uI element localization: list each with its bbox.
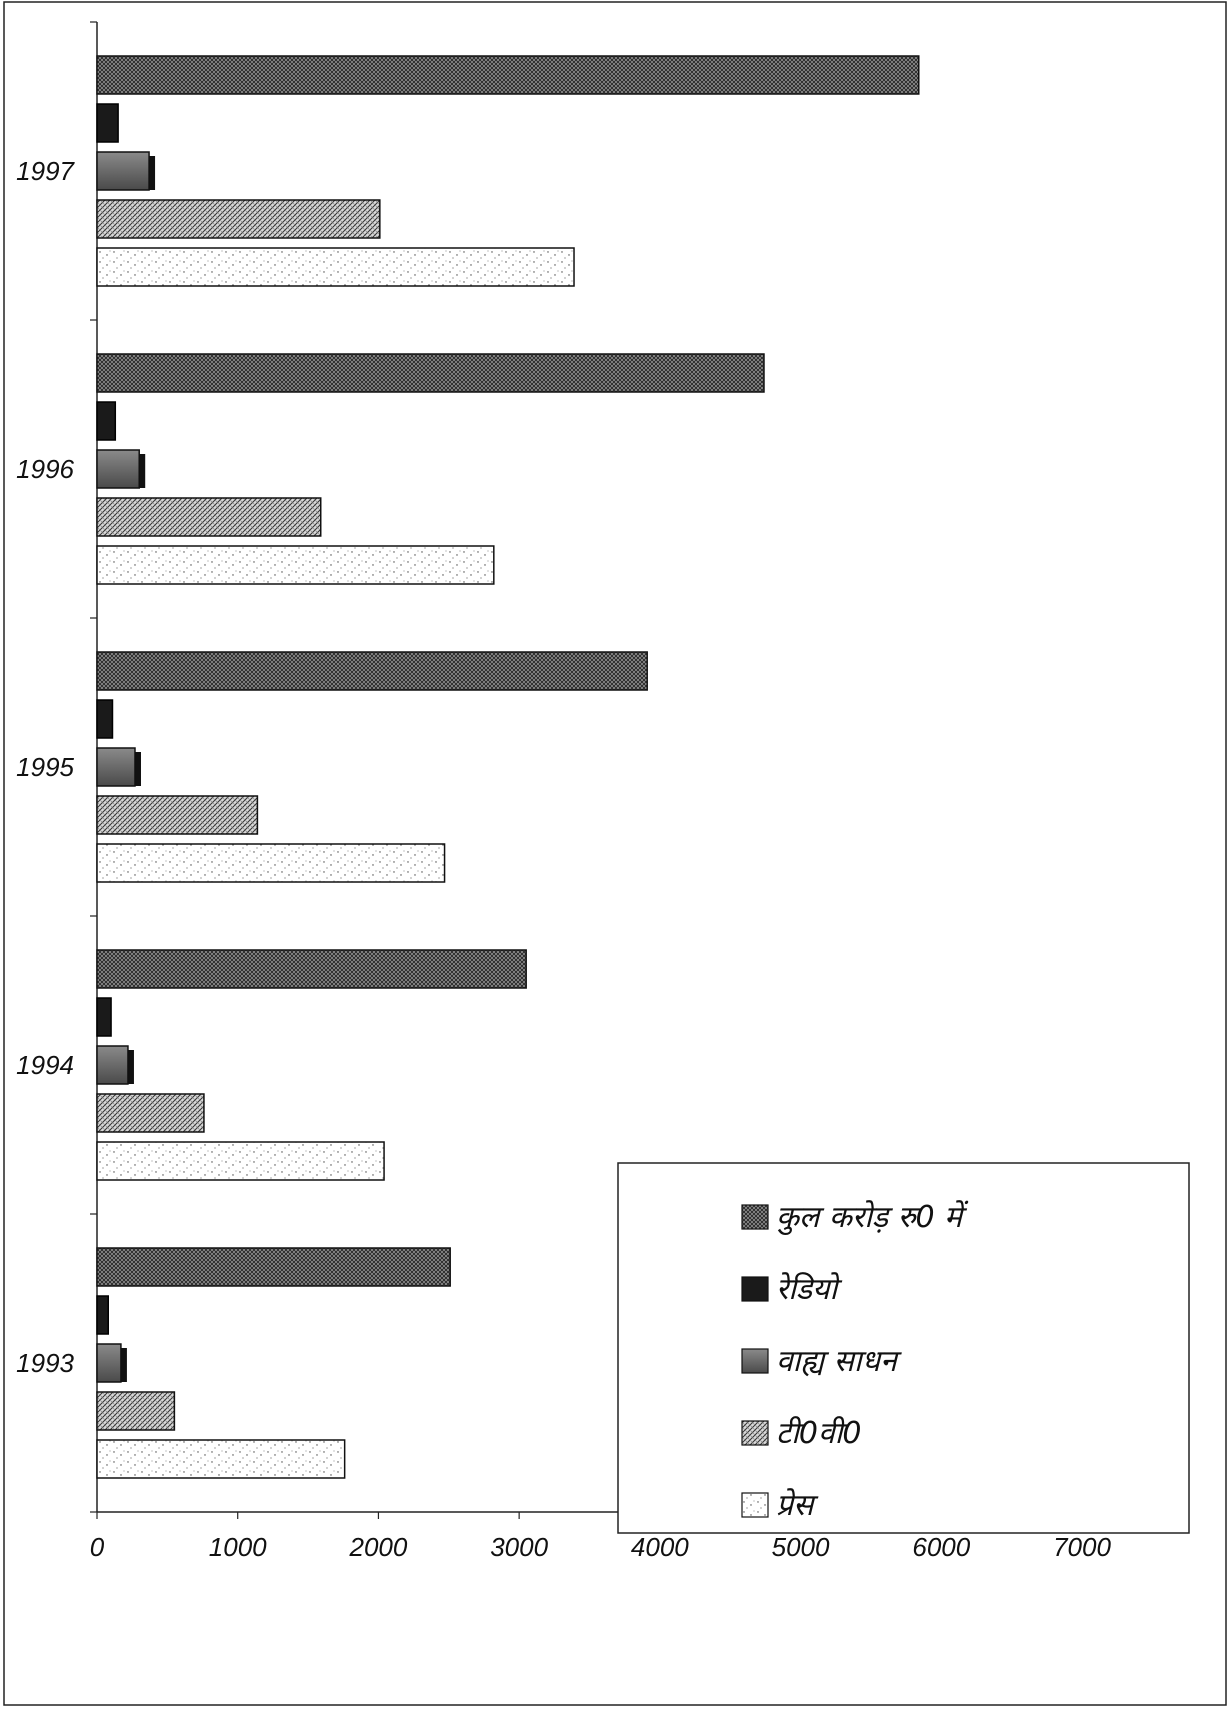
bar-1997-1 bbox=[96, 55, 920, 95]
legend-swatch bbox=[741, 1204, 769, 1230]
bar-1993-5 bbox=[96, 1439, 346, 1479]
bar-1995-1 bbox=[96, 651, 648, 691]
bar-1993-3 bbox=[96, 1343, 122, 1383]
legend-label: प्रेस bbox=[776, 1488, 819, 1523]
legend-swatch bbox=[741, 1348, 769, 1374]
x-tick-label: 4000 bbox=[631, 1532, 689, 1562]
bar-1997-3 bbox=[96, 151, 150, 191]
x-tick-label: 7000 bbox=[1053, 1532, 1111, 1562]
legend-label: कुल करोड़ रु0 में bbox=[776, 1200, 969, 1236]
bar-1995-2 bbox=[96, 699, 114, 739]
bar-1997-4 bbox=[96, 199, 381, 239]
bar-1994-3 bbox=[96, 1045, 129, 1085]
bars bbox=[96, 55, 920, 1479]
legend-label: रेडियो bbox=[776, 1272, 842, 1307]
legend-swatch bbox=[741, 1492, 769, 1518]
x-tick-label: 1000 bbox=[209, 1532, 267, 1562]
bar-1994-1 bbox=[96, 949, 527, 989]
x-tick-label: 5000 bbox=[772, 1532, 830, 1562]
bar-1993-1 bbox=[96, 1247, 451, 1287]
bar-1993-4 bbox=[96, 1391, 176, 1431]
bar-1997-2 bbox=[96, 103, 119, 143]
legend-swatch bbox=[741, 1420, 769, 1446]
bar-1994-4 bbox=[96, 1093, 205, 1133]
legend-label: टी0वी0 bbox=[776, 1416, 862, 1451]
axes: 0 1000 2000 3000 4000 5000 6000 7000 1993 1994 199… bbox=[16, 21, 1111, 1562]
y-tick-label: 1994 bbox=[16, 1050, 74, 1080]
bar-1995-4 bbox=[96, 795, 259, 835]
legend: कुल करोड़ रु0 में रेडियो वाह्य साधन टी0वी0 प… bbox=[617, 1162, 1190, 1534]
y-tick-label: 1997 bbox=[16, 156, 75, 186]
bar-1996-2 bbox=[96, 401, 117, 441]
x-tick-label: 0 bbox=[90, 1532, 105, 1562]
x-tick-label: 2000 bbox=[349, 1532, 408, 1562]
bar-1993-2 bbox=[96, 1295, 110, 1335]
legend-swatch bbox=[741, 1276, 769, 1302]
bar-1996-3 bbox=[96, 449, 140, 489]
outer-frame bbox=[3, 1, 1227, 1706]
y-tick-label: 1993 bbox=[16, 1348, 74, 1378]
bar-1995-5 bbox=[96, 843, 446, 883]
bar-1997-5 bbox=[96, 247, 575, 287]
legend-box bbox=[617, 1162, 1190, 1534]
bar-1995-3 bbox=[96, 747, 136, 787]
x-tick-label: 6000 bbox=[912, 1532, 970, 1562]
bar-1994-5 bbox=[96, 1141, 385, 1181]
bar-1994-2 bbox=[96, 997, 112, 1037]
bar-1996-5 bbox=[96, 545, 495, 585]
y-tick-label: 1995 bbox=[16, 752, 74, 782]
bar-1996-1 bbox=[96, 353, 765, 393]
y-tick-label: 1996 bbox=[16, 454, 74, 484]
x-tick-label: 3000 bbox=[490, 1532, 548, 1562]
legend-label: वाह्य साधन bbox=[776, 1344, 902, 1379]
bar-1996-4 bbox=[96, 497, 322, 537]
